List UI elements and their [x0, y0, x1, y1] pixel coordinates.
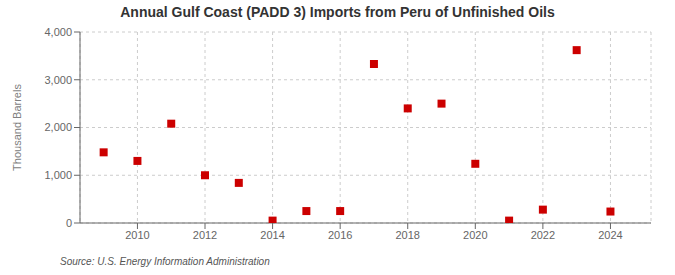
svg-text:2014: 2014 — [260, 229, 284, 241]
svg-text:2016: 2016 — [328, 229, 352, 241]
svg-text:Thousand Barrels: Thousand Barrels — [11, 84, 23, 171]
svg-text:0: 0 — [66, 217, 72, 229]
svg-text:2020: 2020 — [463, 229, 487, 241]
svg-text:4,000: 4,000 — [44, 26, 72, 38]
html-text:Annual Gulf Coast (PADD 3) Imp: Annual Gulf Coast (PADD 3) Imports from … — [120, 4, 555, 20]
svg-text:2,000: 2,000 — [44, 121, 72, 133]
html-text:Source: U.S. Energy Informatio: Source: U.S. Energy Information Administ… — [60, 256, 270, 267]
svg-text:1,000: 1,000 — [44, 169, 72, 181]
svg-text:2022: 2022 — [531, 229, 555, 241]
svg-text:2018: 2018 — [395, 229, 419, 241]
svg-text:3,000: 3,000 — [44, 74, 72, 86]
svg-text:2024: 2024 — [598, 229, 622, 241]
svg-text:2012: 2012 — [193, 229, 217, 241]
svg-text:2010: 2010 — [125, 229, 149, 241]
